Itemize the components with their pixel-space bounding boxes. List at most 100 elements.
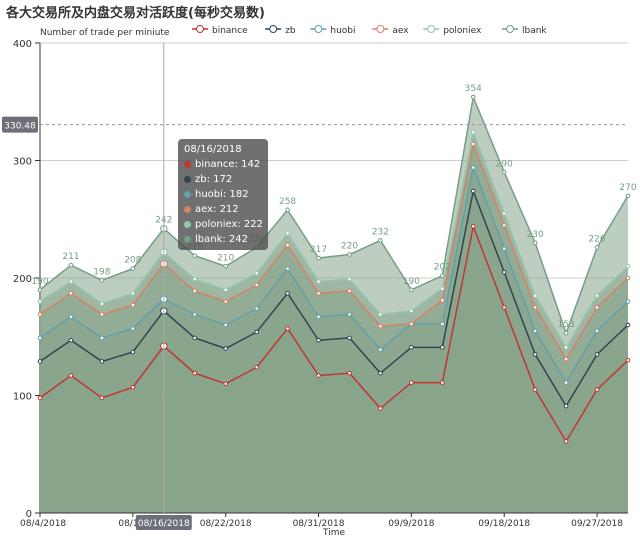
legend-marker-binance [196,25,204,33]
point-zb [532,352,538,357]
point-poloniex [532,293,538,298]
data-label: 211 [62,252,79,262]
x-tick-label: 08/4/2018 [20,519,66,529]
point-huobi [594,328,600,334]
x-pointer-badge [135,515,192,530]
tooltip: 08/16/2018 binance: 142 zb: 172 huobi: 182… [178,139,268,250]
point-binance [130,384,136,390]
line-lbank [39,94,629,336]
point-lbank [285,207,290,213]
tooltip-row-text: huobi: 182 [195,189,249,200]
point-poloniex [347,276,352,282]
point-zb [501,269,507,275]
point-poloniex [130,290,136,296]
tooltip-dot-icon [184,190,191,198]
y-tick-label: 400 [13,39,32,50]
legend-marker-poloniex [427,25,436,33]
point-lbank [316,255,321,261]
point-zb [99,359,105,364]
point-lbank [37,287,43,293]
point-huobi [37,335,43,341]
data-label: 270 [619,183,636,193]
point-binance [223,381,228,387]
point-zb [470,188,476,194]
point-huobi [223,322,228,328]
legend-marker-zb [269,25,278,33]
tooltip-row: binance: 142 [184,157,262,172]
point-lbank [347,252,352,257]
line-aex [39,141,629,361]
point-zb [223,346,228,351]
point-aex [130,302,136,308]
point-poloniex [409,308,414,314]
point-huobi [192,312,198,317]
point-poloniex [316,279,321,284]
point-zb [254,329,259,335]
point-huobi [501,246,507,251]
x-tick-label: 09/9/2018 [388,519,434,529]
point-aex [625,275,631,281]
data-label: 210 [217,253,234,263]
point-aex [563,356,569,362]
data-label: 258 [279,197,296,207]
point-zb [625,322,631,328]
legend-label-binance: binance [212,26,248,36]
point-binance [470,224,476,229]
point-binance [99,395,105,401]
x-tick-label: 08/22/2018 [200,519,252,529]
data-label: 230 [527,230,544,240]
point-binance [316,373,321,378]
point-zb [316,337,321,343]
legend-marker-huobi [314,25,323,33]
point-binance [501,305,507,310]
legend-marker-aex [376,25,385,33]
point-zb [68,337,74,343]
point-aex [68,290,74,296]
chart-title: 各大交易所及内盘交易对活跃度(每秒交易数) [6,6,265,21]
point-lbank [440,273,445,278]
point-aex [347,288,352,294]
point-zb [37,359,43,364]
data-label: 202 [434,263,451,273]
tooltip-rows: binance: 142 zb: 172 huobi: 182 aex: 212 pol… [184,157,263,247]
point-lbank [501,169,507,175]
point-binance [563,439,569,444]
point-lbank [68,262,74,268]
point-huobi [378,347,383,352]
legend-label-zb: zb [285,26,296,36]
point-poloniex [440,286,445,291]
point-huobi [285,266,290,271]
data-label: 290 [496,159,513,169]
legend-label-lbank: lbank [522,26,547,36]
x-pointer-label: 08/16/2018 [138,519,190,529]
point-aex [409,321,414,327]
legend-label-poloniex: poloniex [443,26,482,36]
point-lbank [99,278,105,283]
point-poloniex [378,312,383,317]
point-huobi [625,299,631,304]
point-binance [625,357,631,363]
point-binance [347,370,352,376]
tooltip-dot-icon [184,175,191,183]
point-aex [532,305,538,310]
y-tick-label: 0 [26,509,32,520]
point-zb [378,370,383,376]
y-tick-label: 100 [13,392,32,403]
tooltip-date: 08/16/2018 [184,144,242,155]
legend-label-huobi: huobi [330,26,355,36]
point-aex [594,305,600,310]
data-label: 354 [465,84,482,94]
tooltip-row-text: binance: 142 [195,159,261,170]
point-aex [501,222,507,228]
tooltip-row: aex: 212 [184,202,262,217]
y-axis-title: Number of trade per miniute [40,28,170,38]
point-huobi [440,321,445,327]
legend-label-aex: aex [392,26,409,36]
point-aex [440,298,445,303]
x-tick-label: 08/31/2018 [293,519,345,529]
point-binance [68,373,74,378]
point-huobi [532,328,538,334]
point-binance [378,406,383,411]
